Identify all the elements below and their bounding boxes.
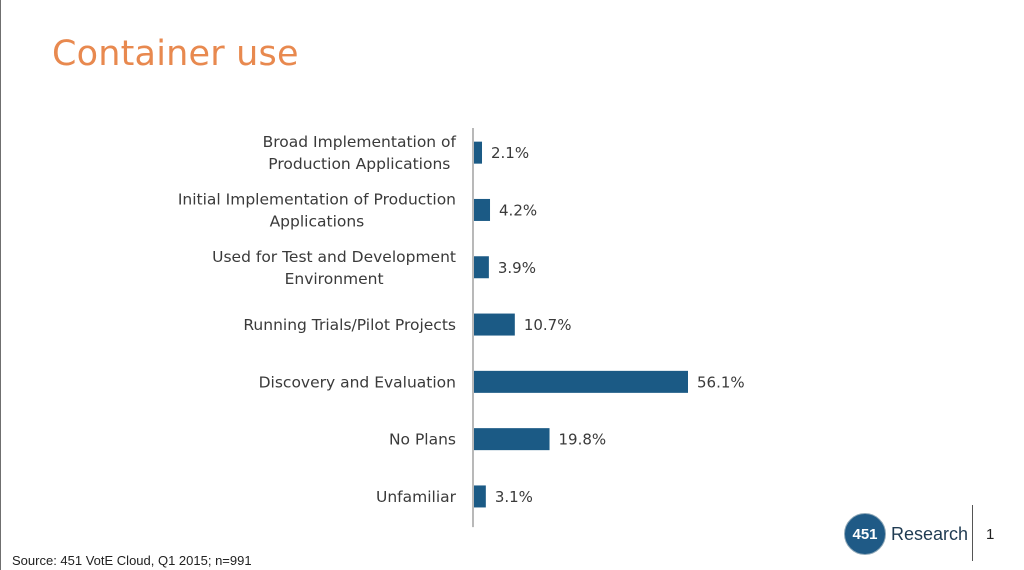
data-label: 2.1%	[491, 144, 529, 162]
bar	[474, 256, 489, 279]
category-label: Discovery and Evaluation	[259, 373, 456, 391]
slide-left-edge	[0, 0, 1, 570]
category-label: Running Trials/Pilot Projects	[243, 316, 456, 334]
bar	[474, 141, 483, 164]
category-label: Broad Implementation of Production Applic…	[263, 133, 457, 173]
category-label: No Plans	[389, 431, 456, 449]
451-research-logo-icon: 451	[844, 513, 886, 555]
data-label: 4.2%	[499, 201, 537, 219]
brand-divider	[972, 505, 973, 561]
data-label: 56.1%	[697, 373, 745, 391]
bar	[474, 313, 515, 336]
bar	[474, 370, 688, 393]
data-label: 3.9%	[498, 259, 536, 277]
page-number: 1	[986, 526, 995, 543]
data-label: 10.7%	[524, 316, 572, 334]
category-label: Used for Test and Development Environment	[212, 248, 456, 288]
slide-title: Container use	[52, 34, 299, 74]
brand-name: Research	[891, 523, 969, 544]
source-note: Source: 451 VotE Cloud, Q1 2015; n=991	[12, 553, 252, 568]
data-label: 19.8%	[559, 431, 607, 449]
data-label: 3.1%	[495, 488, 533, 506]
bar	[474, 198, 491, 221]
category-label: Initial Implementation of Production Appl…	[178, 190, 456, 230]
category-label: Unfamiliar	[376, 488, 457, 506]
bar	[474, 485, 486, 508]
brand-lockup: 451 Research	[844, 513, 968, 555]
bar	[474, 428, 550, 451]
